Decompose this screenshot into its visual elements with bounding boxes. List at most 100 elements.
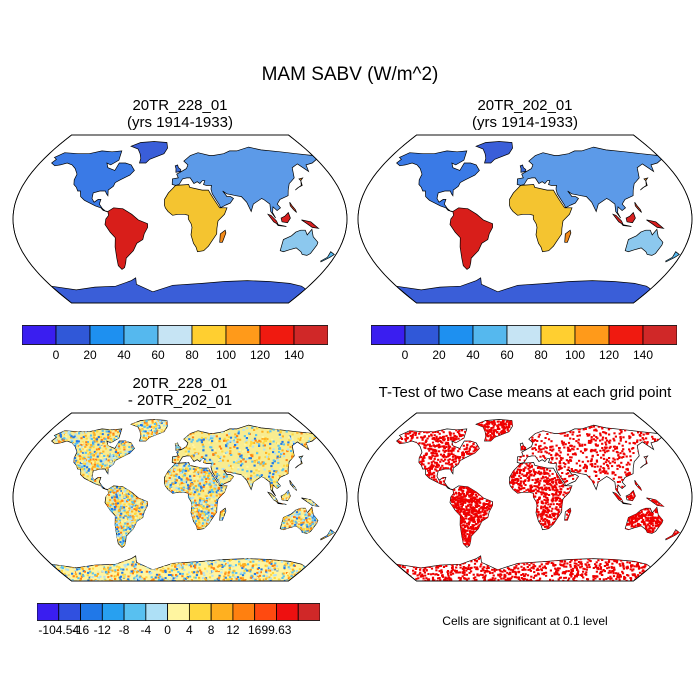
colorbar-3-swatch-2 xyxy=(80,603,103,621)
colorbar-3-swatch-10 xyxy=(254,603,277,621)
map2-africa xyxy=(509,184,573,253)
colorbar-2-swatch-2 xyxy=(438,325,474,345)
panel-2-title: 20TR_202_01 (yrs 1914-1933) xyxy=(385,97,665,131)
map2-philippines xyxy=(634,202,642,213)
colorbar-3-label: -8 xyxy=(118,623,130,637)
colorbar-3-swatch-1 xyxy=(58,603,81,621)
colorbar-1-swatch-3 xyxy=(123,325,159,345)
colorbar-3-swatch-12 xyxy=(297,603,320,621)
colorbar-2-swatch-4 xyxy=(506,325,542,345)
colorbar-3-label: 8 xyxy=(207,623,215,637)
colorbar-2-swatch-8 xyxy=(642,325,677,345)
ttest-note: Cells are significant at 0.1 level xyxy=(442,614,608,628)
map2-eurasia xyxy=(516,146,663,219)
map2-indonesia-borneo xyxy=(625,211,636,224)
colorbar-2-label: 80 xyxy=(534,348,548,362)
panel-1-title-line2: (yrs 1914-1933) xyxy=(127,114,233,131)
map3-eurasia xyxy=(171,424,318,497)
map2-indonesia-sumatra xyxy=(612,213,625,226)
panel-4-title: T-Test of two Case means at each grid po… xyxy=(350,384,700,401)
colorbar-2-label: 60 xyxy=(500,348,514,362)
colorbar-3-swatch-11 xyxy=(276,603,299,621)
colorbar-1-label: 140 xyxy=(283,348,305,362)
map-panel-1 xyxy=(12,134,348,304)
colorbar-3-label: 99.63 xyxy=(261,623,292,637)
colorbar-3-swatch-7 xyxy=(188,603,212,621)
colorbar-3-swatch-9 xyxy=(232,603,256,621)
colorbar-2-label: 140 xyxy=(632,348,654,362)
map1-uk xyxy=(174,164,182,173)
panel-2-title-line1: 20TR_202_01 xyxy=(477,97,573,114)
colorbar-2-swatch-6 xyxy=(574,325,610,345)
panel-3-title-line2: - 20TR_202_01 xyxy=(127,392,233,409)
panel-1-title-line1: 20TR_228_01 xyxy=(132,97,228,114)
colorbar-1-label: 20 xyxy=(83,348,97,362)
map2-new-zealand xyxy=(665,251,680,263)
map1-south-america xyxy=(104,207,148,270)
map2-japan xyxy=(640,177,649,191)
map2-madagascar xyxy=(564,229,572,243)
colorbar-3-swatch-6 xyxy=(167,603,190,621)
colorbar-1-label: 80 xyxy=(185,348,199,362)
colorbar-2-label: 100 xyxy=(564,348,586,362)
colorbar-1-swatch-4 xyxy=(157,325,193,345)
colorbar-2-label: 20 xyxy=(432,348,446,362)
colorbar-2-swatch-3 xyxy=(472,325,508,345)
colorbar-1-label: 100 xyxy=(215,348,237,362)
colorbar-3-label: -12 xyxy=(93,623,111,637)
main-title: MAM SABV (W/m^2) xyxy=(261,64,439,85)
colorbar-2-swatch-1 xyxy=(404,325,440,345)
colorbar-panel-2 xyxy=(371,325,677,345)
colorbar-panel-1 xyxy=(22,325,328,345)
colorbar-1-label: 40 xyxy=(117,348,131,362)
colorbar-1-swatch-0 xyxy=(22,325,57,345)
colorbar-3-label: -16 xyxy=(71,623,90,637)
map-panel-4 xyxy=(357,412,693,582)
colorbar-1-swatch-6 xyxy=(225,325,261,345)
colorbar-3-label: -104.54 xyxy=(38,623,80,637)
colorbar-2-label: 120 xyxy=(598,348,620,362)
colorbar-3-label: 16 xyxy=(248,623,262,637)
colorbar-1-swatch-1 xyxy=(55,325,91,345)
colorbar-1-swatch-7 xyxy=(259,325,295,345)
panel-4-title-line1: T-Test of two Case means at each grid po… xyxy=(378,384,672,401)
map1-madagascar xyxy=(219,229,227,243)
colorbar-3-label: 12 xyxy=(226,623,240,637)
colorbar-3-label: 0 xyxy=(164,623,171,637)
map1-australia xyxy=(279,228,319,256)
map1-indonesia-borneo xyxy=(280,211,291,224)
colorbar-panel-2-labels: 0 20 40 60 80 100 120 140 xyxy=(371,348,677,364)
map2-south-america xyxy=(449,207,493,270)
colorbar-3-swatch-8 xyxy=(210,603,234,621)
map1-japan xyxy=(295,177,304,191)
map2-australia xyxy=(624,228,664,256)
colorbar-2-swatch-0 xyxy=(371,325,406,345)
colorbar-panel-1-labels: 0 20 40 60 80 100 120 140 xyxy=(22,348,328,364)
colorbar-2-swatch-5 xyxy=(540,325,576,345)
colorbar-3-swatch-3 xyxy=(101,603,125,621)
colorbar-1-swatch-8 xyxy=(293,325,328,345)
map1-north-america xyxy=(51,150,135,212)
colorbar-1-swatch-5 xyxy=(191,325,227,345)
panel-1-title: 20TR_228_01 (yrs 1914-1933) xyxy=(40,97,320,131)
map1-eurasia xyxy=(171,146,318,219)
map1-new-guinea xyxy=(301,219,320,229)
colorbar-2-label: 40 xyxy=(466,348,480,362)
map-panel-2 xyxy=(357,134,693,304)
colorbar-1-label: 60 xyxy=(151,348,165,362)
map2-indonesia-java xyxy=(621,224,632,227)
map1-greenland xyxy=(130,141,168,164)
colorbar-panel-3 xyxy=(37,603,320,621)
map2-north-america xyxy=(396,150,480,212)
map1-new-zealand xyxy=(320,251,335,263)
panel-3-title: 20TR_228_01 - 20TR_202_01 xyxy=(40,375,320,409)
map2-new-guinea xyxy=(646,219,665,229)
map1-africa xyxy=(164,184,228,253)
map1-indonesia-java xyxy=(276,224,287,227)
colorbar-2-swatch-7 xyxy=(608,325,644,345)
colorbar-3-swatch-0 xyxy=(37,603,60,621)
map-panel-3 xyxy=(12,412,348,582)
colorbar-3-label: 4 xyxy=(186,623,193,637)
colorbar-3-swatch-5 xyxy=(145,603,169,621)
panel-3-title-line1: 20TR_228_01 xyxy=(132,375,228,392)
